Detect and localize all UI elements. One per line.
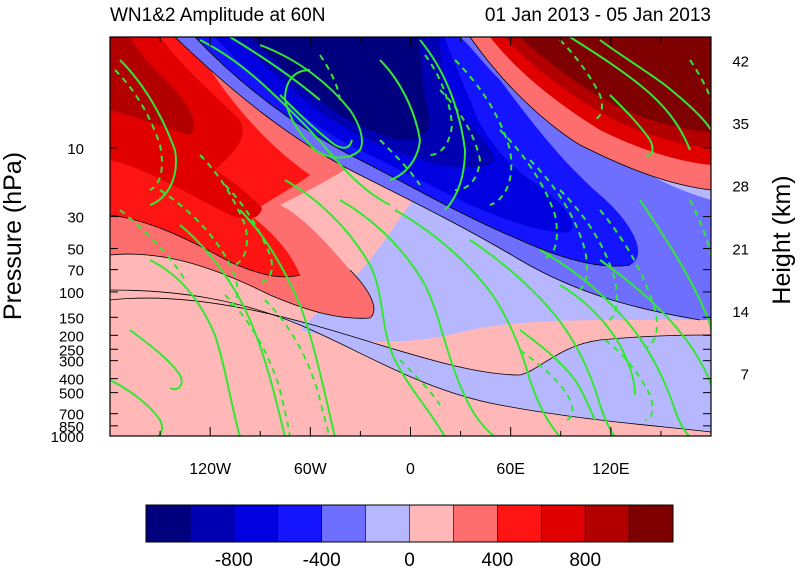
colorbar-box bbox=[629, 505, 674, 542]
green-contour-solid bbox=[129, 329, 183, 391]
colorbar-tick-label: 0 bbox=[404, 550, 415, 570]
y-tick-label: 50 bbox=[67, 242, 84, 259]
green-contour-dashed bbox=[114, 69, 163, 191]
green-contour-dashed bbox=[559, 189, 618, 323]
green-contour-dashed bbox=[264, 299, 331, 436]
x-tick-label: 60E bbox=[496, 461, 524, 478]
height-tick-label: 35 bbox=[732, 116, 749, 133]
green-contour-dashed bbox=[159, 189, 239, 306]
y-tick-label: 500 bbox=[59, 386, 84, 403]
green-contours bbox=[110, 37, 711, 436]
green-contour-solid bbox=[119, 59, 177, 206]
colorbar-box bbox=[146, 505, 191, 542]
green-contour-dashed bbox=[604, 339, 654, 421]
colorbar-box bbox=[365, 505, 410, 542]
green-contour-dashed bbox=[559, 39, 603, 121]
green-contour-solid bbox=[569, 37, 691, 151]
height-tick-label: 14 bbox=[732, 304, 749, 321]
green-contour-dashed bbox=[199, 154, 248, 266]
green-contour-solid bbox=[599, 259, 711, 386]
colorbar-tick-label: 800 bbox=[569, 550, 601, 570]
y-tick-label: 250 bbox=[59, 342, 84, 359]
plot-area bbox=[110, 37, 711, 436]
green-contour-solid bbox=[539, 249, 691, 436]
y-tick-label: 70 bbox=[67, 263, 84, 280]
green-contour-solid bbox=[599, 39, 711, 131]
y-tick-label: 30 bbox=[67, 210, 84, 227]
x-axis: 120W 60W 0 60E 120E bbox=[159, 37, 662, 478]
green-contour-solid bbox=[379, 59, 422, 181]
green-contour-solid bbox=[239, 209, 336, 436]
fill-band-pos-200 bbox=[110, 290, 711, 436]
y-axis-label-left: Pressure (hPa) bbox=[0, 152, 27, 320]
chart-title-right: 01 Jan 2013 - 05 Jan 2013 bbox=[485, 5, 711, 26]
green-contour-solid bbox=[179, 224, 286, 436]
height-tick-label: 7 bbox=[741, 366, 749, 383]
y-axis-label-right: Height (km) bbox=[768, 175, 796, 304]
green-contour-solid bbox=[110, 379, 164, 436]
y-tick-label: 850 bbox=[59, 419, 84, 436]
colorbar-tick-label: 400 bbox=[481, 550, 513, 570]
colorbar-frame bbox=[145, 504, 674, 543]
green-contour-solid bbox=[559, 284, 636, 396]
green-contour-solid bbox=[149, 259, 241, 436]
colorbar-box bbox=[233, 505, 279, 542]
green-contour-dashed bbox=[689, 59, 711, 101]
colorbar-box bbox=[453, 505, 498, 542]
y-axis-height: 42 35 28 21 14 7 bbox=[732, 54, 749, 384]
green-contour-dashed bbox=[499, 129, 558, 259]
y-tick-label: 700 bbox=[59, 407, 84, 424]
green-contour-solid bbox=[339, 199, 496, 436]
colorbar-tick-label: -400 bbox=[303, 550, 341, 570]
green-contour-dashed bbox=[689, 199, 711, 256]
y-tick-label: 10 bbox=[67, 141, 84, 158]
x-tick-label: 60W bbox=[294, 461, 328, 478]
green-contour-solid bbox=[229, 37, 321, 101]
green-contour-solid bbox=[279, 94, 353, 149]
height-tick-label: 42 bbox=[732, 54, 749, 71]
colorbar-box bbox=[585, 505, 630, 542]
green-contour-dashed bbox=[439, 89, 482, 191]
green-contour-solid bbox=[519, 329, 596, 421]
height-tick-label: 21 bbox=[732, 241, 749, 258]
colorbar-box bbox=[409, 505, 454, 542]
chart-title-left: WN1&2 Amplitude at 60N bbox=[110, 5, 325, 26]
green-contour-solid bbox=[419, 39, 467, 211]
green-contour-solid bbox=[639, 199, 711, 331]
green-contour-dashed bbox=[599, 209, 658, 349]
green-contour-dashed bbox=[224, 184, 273, 283]
colorbar-box bbox=[321, 505, 367, 542]
y-tick-label: 400 bbox=[59, 372, 84, 389]
green-contour-dashed bbox=[319, 54, 341, 101]
x-tick-label: 0 bbox=[406, 461, 415, 478]
y-tick-label: 100 bbox=[59, 285, 84, 302]
colorbar-box bbox=[497, 505, 542, 542]
colorbar-box bbox=[189, 505, 235, 542]
y-tick-label: 150 bbox=[59, 310, 84, 327]
fill-region-pos-1000 bbox=[110, 37, 194, 135]
green-contour-solid bbox=[394, 209, 561, 436]
green-contour-solid bbox=[469, 239, 616, 436]
y-tick-label: 300 bbox=[59, 354, 84, 371]
green-contour-solid bbox=[199, 39, 391, 206]
colorbar-box bbox=[541, 505, 586, 542]
green-contour-dashed bbox=[399, 359, 441, 406]
y-tick-label: 200 bbox=[59, 328, 84, 345]
green-contour-dashed bbox=[224, 294, 291, 436]
colorbar: -800 -400 0 400 800 bbox=[145, 504, 674, 570]
green-contour-dashed bbox=[529, 159, 588, 293]
green-contour-solid bbox=[609, 94, 654, 157]
green-contour-dashed bbox=[379, 139, 421, 186]
y-tick-label: 1000 bbox=[51, 429, 84, 446]
green-contour-solid bbox=[284, 179, 446, 436]
green-contour-dashed bbox=[119, 209, 186, 281]
colorbar-box bbox=[277, 505, 323, 542]
height-tick-label: 28 bbox=[732, 179, 749, 196]
x-tick-label: 120E bbox=[592, 461, 629, 478]
x-tick-label: 120W bbox=[189, 461, 232, 478]
colorbar-tick-label: -800 bbox=[215, 550, 253, 570]
green-contour-dashed bbox=[519, 349, 574, 421]
